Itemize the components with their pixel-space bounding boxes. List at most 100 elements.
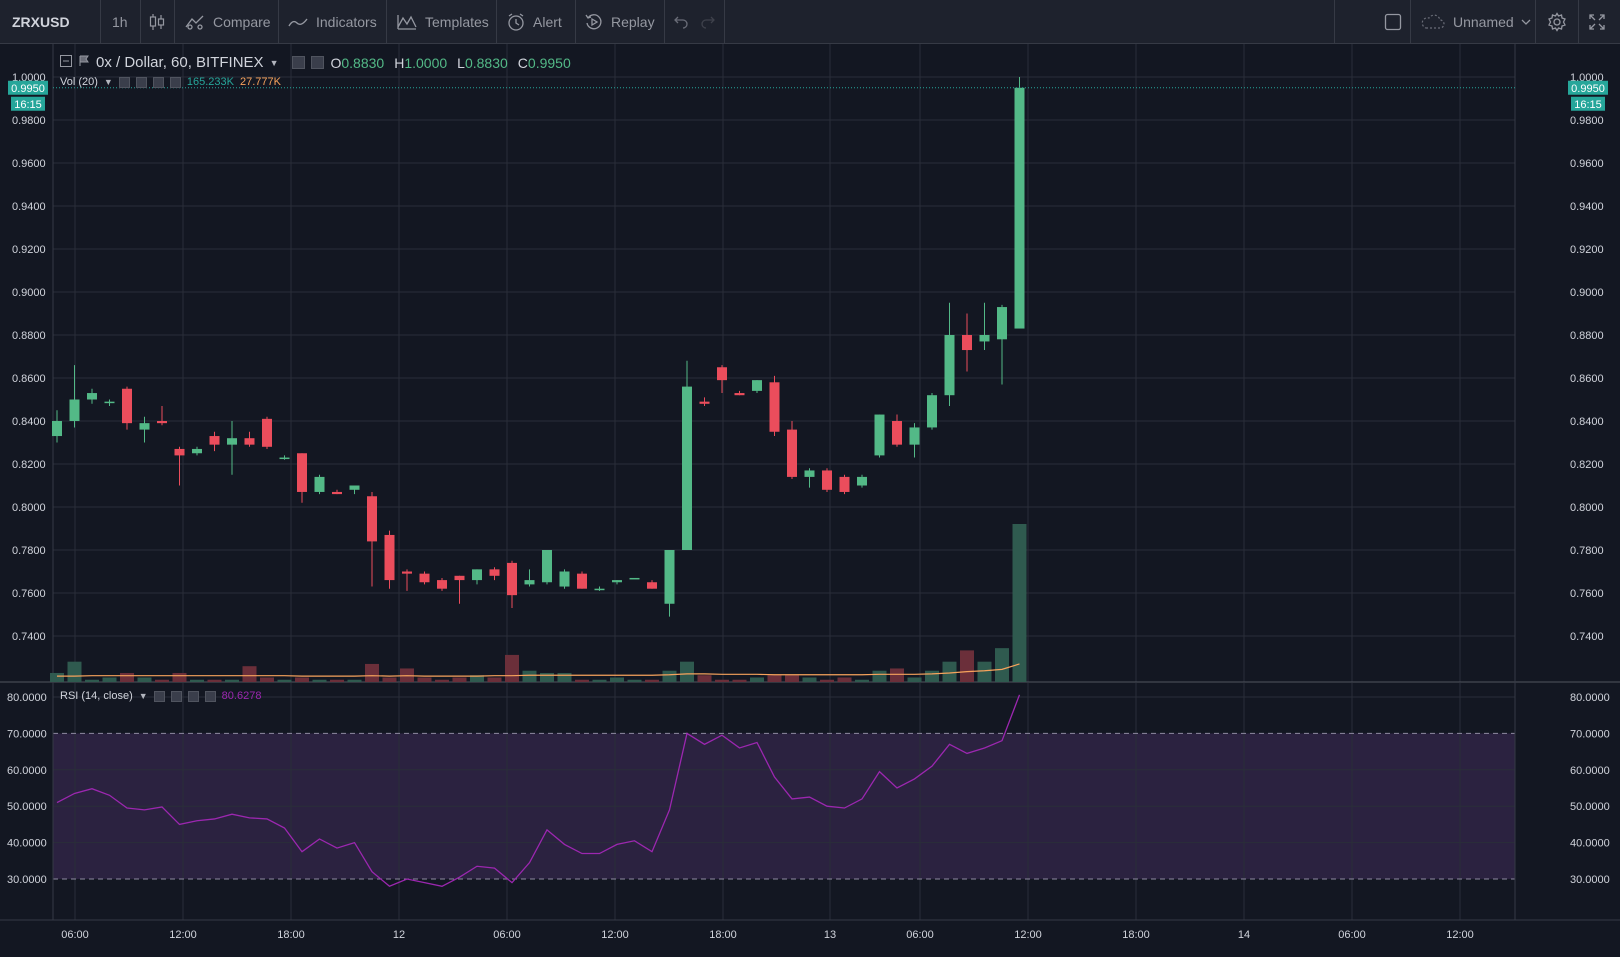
candle-body — [52, 421, 62, 437]
volume-label[interactable]: Vol (20) — [60, 76, 98, 88]
candle-body — [454, 575, 465, 581]
candle-body — [524, 580, 535, 585]
more-icon[interactable] — [187, 690, 199, 702]
undo-button[interactable] — [673, 0, 689, 44]
volume-bar — [767, 675, 782, 682]
caret-down-icon[interactable]: ▼ — [269, 57, 279, 68]
volume-bar — [120, 672, 134, 682]
close-mini-icon[interactable] — [311, 56, 325, 69]
price-axis-tick-left: 0.7600 — [12, 588, 46, 600]
candle-body — [839, 476, 850, 492]
candle-body — [629, 577, 640, 580]
volume-bar — [977, 661, 992, 682]
redo-icon — [700, 14, 716, 30]
volume-bar — [137, 677, 152, 682]
open-label: O — [330, 54, 342, 71]
eye-icon[interactable] — [153, 690, 165, 702]
volume-bar — [890, 668, 904, 682]
candle-body — [122, 388, 132, 424]
alert-button[interactable]: Alert — [506, 0, 562, 44]
volume-bar — [207, 679, 222, 682]
toolbar-divider — [575, 0, 576, 44]
last-price-badge-text: 0.9950 — [11, 83, 45, 95]
candle-body — [157, 421, 167, 424]
interval-button[interactable]: 1h — [112, 0, 128, 44]
gear-icon[interactable] — [135, 76, 147, 88]
close-icon[interactable] — [169, 76, 181, 88]
caret-down-icon[interactable]: ▼ — [103, 77, 113, 87]
price-axis-tick-left: 0.7800 — [12, 545, 46, 557]
close-value: 0.9950 — [527, 54, 571, 71]
volume-bar — [715, 679, 729, 682]
main-series-title[interactable]: 0x / Dollar, 60, BITFINEX — [96, 54, 264, 71]
volume-bar — [802, 677, 817, 682]
time-axis-tick: 12:00 — [601, 929, 629, 941]
chart-type-button[interactable] — [148, 0, 166, 44]
layout-name-label: Unnamed — [1453, 14, 1514, 30]
price-axis-tick-left: 0.8000 — [12, 502, 46, 514]
time-axis-tick: 18:00 — [1122, 929, 1150, 941]
toolbar-divider — [278, 0, 279, 44]
replay-button[interactable]: Replay — [584, 0, 655, 44]
candle-body — [997, 307, 1007, 340]
volume-bar — [435, 679, 449, 682]
flag-icon[interactable] — [78, 55, 90, 70]
compare-icon — [184, 13, 206, 31]
undo-icon — [673, 14, 689, 30]
candle-body — [69, 399, 80, 421]
rsi-axis-tick-right: 40.0000 — [1570, 838, 1610, 850]
rsi-legend: RSI (14, close) ▼ 80.6278 — [60, 690, 261, 702]
candle-body — [927, 395, 937, 428]
price-axis-tick-left: 0.8200 — [12, 459, 46, 471]
volume-bar — [452, 677, 467, 682]
close-icon[interactable] — [204, 690, 216, 702]
candle-body — [682, 386, 692, 550]
candle-body — [314, 476, 325, 492]
chart-area[interactable]: 1.0000 1.0000 0.9800 0.9800 0.9600 0.9600 0.94… — [0, 44, 1620, 952]
rsi-axis-tick-right: 80.0000 — [1570, 692, 1610, 704]
volume-bar — [610, 677, 624, 682]
toolbar-divider — [664, 0, 665, 44]
rsi-line — [56, 694, 1021, 888]
low-value: 0.8830 — [464, 54, 508, 71]
rsi-label[interactable]: RSI (14, close) — [60, 690, 133, 702]
volume-bar — [330, 679, 344, 682]
candle-body — [647, 582, 657, 589]
settings-mini-icon[interactable] — [292, 56, 306, 69]
maximize-button[interactable] — [1588, 0, 1606, 44]
rsi-axis-tick-left: 70.0000 — [7, 728, 47, 740]
symbol-label: ZRXUSD — [12, 14, 70, 30]
toolbar-divider — [496, 0, 497, 44]
settings-button[interactable] — [1547, 0, 1567, 44]
templates-button[interactable]: Templates — [396, 0, 489, 44]
caret-down-icon[interactable]: ▼ — [138, 691, 148, 701]
indicators-button[interactable]: Indicators — [287, 0, 377, 44]
volume-bar — [872, 670, 887, 682]
rsi-axis-tick-right: 70.0000 — [1570, 728, 1610, 740]
toolbar-divider — [1410, 0, 1411, 44]
time-axis-tick: 13 — [824, 929, 836, 941]
layout-menu-button[interactable]: Unnamed — [1420, 0, 1531, 44]
symbol-search-button[interactable]: ZRXUSD — [12, 0, 70, 44]
volume-bar — [907, 677, 922, 682]
compare-button[interactable]: Compare — [184, 0, 271, 44]
square-icon — [1384, 13, 1402, 31]
toolbar-divider — [1578, 0, 1579, 44]
collapse-icon[interactable] — [60, 55, 72, 70]
price-axis-tick-right: 0.9200 — [1570, 244, 1604, 256]
countdown-badge-text: 16:15 — [1574, 99, 1602, 111]
gear-icon[interactable] — [170, 690, 182, 702]
fullscreen-toggle-button[interactable] — [1384, 0, 1402, 44]
price-axis-tick-left: 0.9200 — [12, 244, 46, 256]
price-axis-tick-right: 0.9000 — [1570, 287, 1604, 299]
redo-button[interactable] — [700, 0, 716, 44]
more-icon[interactable] — [152, 76, 164, 88]
rsi-axis-tick-left: 80.0000 — [7, 692, 47, 704]
candle-body — [734, 393, 745, 396]
volume-bar — [225, 679, 239, 682]
last-price-badge-left — [8, 80, 48, 95]
volume-bar — [1012, 524, 1027, 682]
candle-body — [962, 335, 972, 351]
eye-icon[interactable] — [118, 76, 130, 88]
